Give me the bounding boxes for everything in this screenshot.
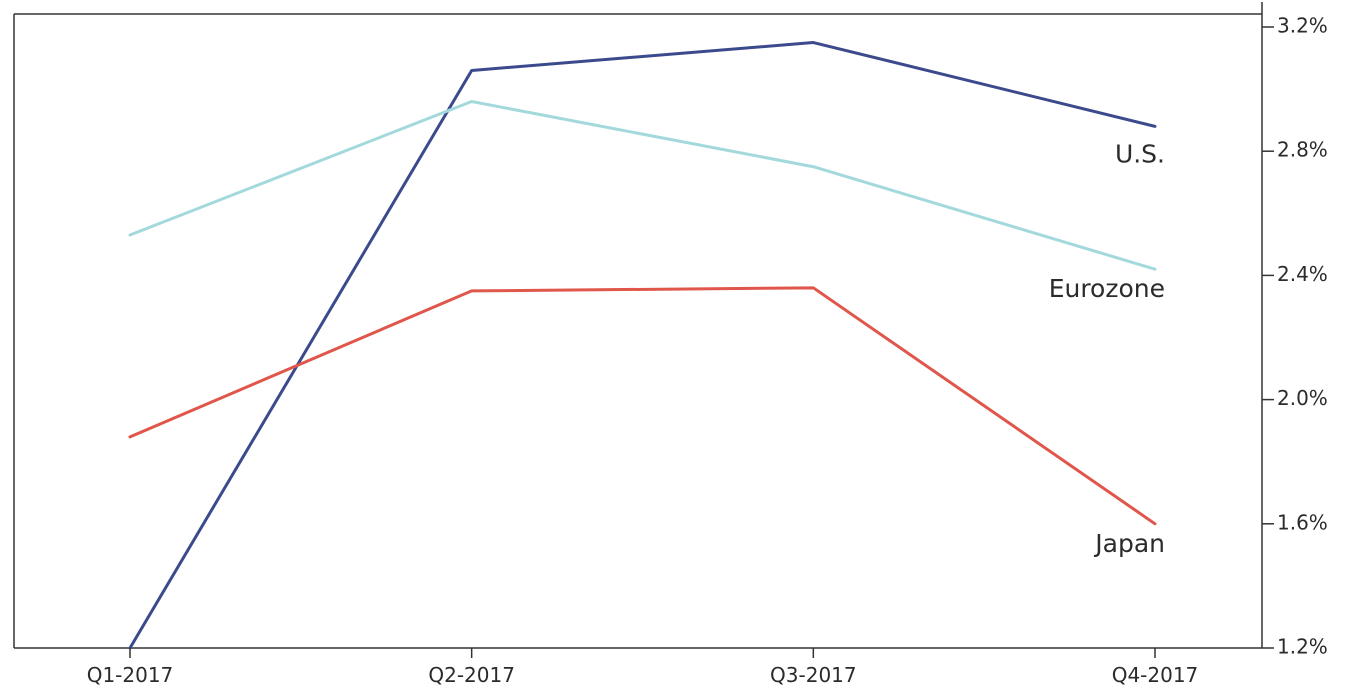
series-line-u-s (128, 41, 1157, 650)
x-axis-ticks: Q1-2017 Q2-2017 Q3-2017 Q4-2017 (87, 648, 1199, 687)
y-tick-label: 2.4% (1277, 262, 1328, 286)
x-tick-label: Q2-2017 (428, 663, 515, 687)
plot-frame (13, 2, 1263, 649)
y-tick-label: 1.2% (1277, 635, 1328, 659)
series-lines (128, 41, 1157, 650)
series-label-u-s: U.S. (1115, 139, 1165, 168)
y-tick-label: 2.8% (1277, 138, 1328, 162)
series-line-eurozone (128, 100, 1157, 271)
y-axis-ticks: 1.2% 1.6% 2.0% 2.4% 2.8% 3.2% (1262, 14, 1328, 659)
x-tick-label: Q1-2017 (87, 663, 174, 687)
series-label-eurozone: Eurozone (1049, 274, 1165, 303)
y-tick-label: 3.2% (1277, 14, 1328, 38)
x-tick-label: Q3-2017 (770, 663, 857, 687)
x-tick-label: Q4-2017 (1112, 663, 1199, 687)
y-tick-label: 2.0% (1277, 386, 1328, 410)
series-line-japan (128, 286, 1157, 526)
series-label-japan: Japan (1093, 529, 1165, 558)
y-tick-label: 1.6% (1277, 510, 1328, 534)
series-labels: U.S. Eurozone Japan (1049, 139, 1165, 557)
